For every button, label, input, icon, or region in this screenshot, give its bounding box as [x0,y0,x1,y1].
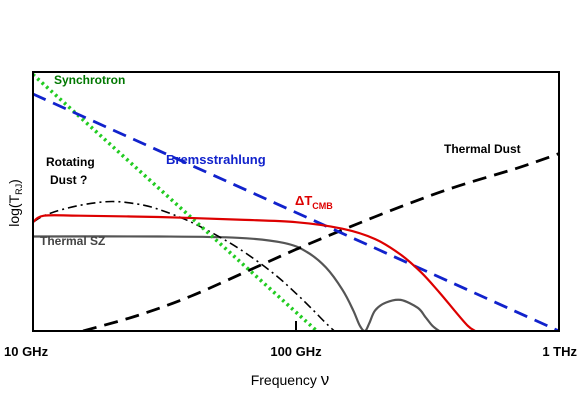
y-axis-title-main: log(T [6,194,22,226]
x-ticks [32,321,560,331]
series-line-bremsstrahlung [33,92,559,331]
x-axis-symbol: ν [321,370,330,389]
curves-layer [33,73,559,331]
series-line-t-cmb [33,214,476,331]
tick-label-100ghz: 100 GHz [270,344,322,359]
label-cmb-subscript: CMB [312,201,333,211]
label-rotating-dust-line1: Rotating [46,155,95,169]
y-axis-title: log(TRJ) [6,179,24,227]
label-thermal-sz: Thermal SZ [40,234,105,248]
y-axis-title-sub: RJ [14,184,24,195]
x-axis-title-text: Frequency [251,372,317,388]
label-delta-t-cmb: ΔTCMB [295,193,333,211]
series-line-thermal-sz [33,235,440,331]
label-rotating-dust-line2: Dust ? [50,173,87,187]
label-delta-t: ΔT [295,193,312,208]
tick-label-1thz: 1 THz [542,344,577,359]
tick-label-10ghz: 10 GHz [4,344,49,359]
series-line-thermal-dust [82,152,559,331]
label-thermal-dust: Thermal Dust [444,142,521,156]
y-axis-title-close: ) [6,179,22,184]
label-bremsstrahlung: Bremsstrahlung [166,152,266,167]
x-axis-title: Frequency ν [251,370,330,389]
series-line-rotating-dust [33,200,335,331]
label-synchrotron: Synchrotron [54,73,125,87]
